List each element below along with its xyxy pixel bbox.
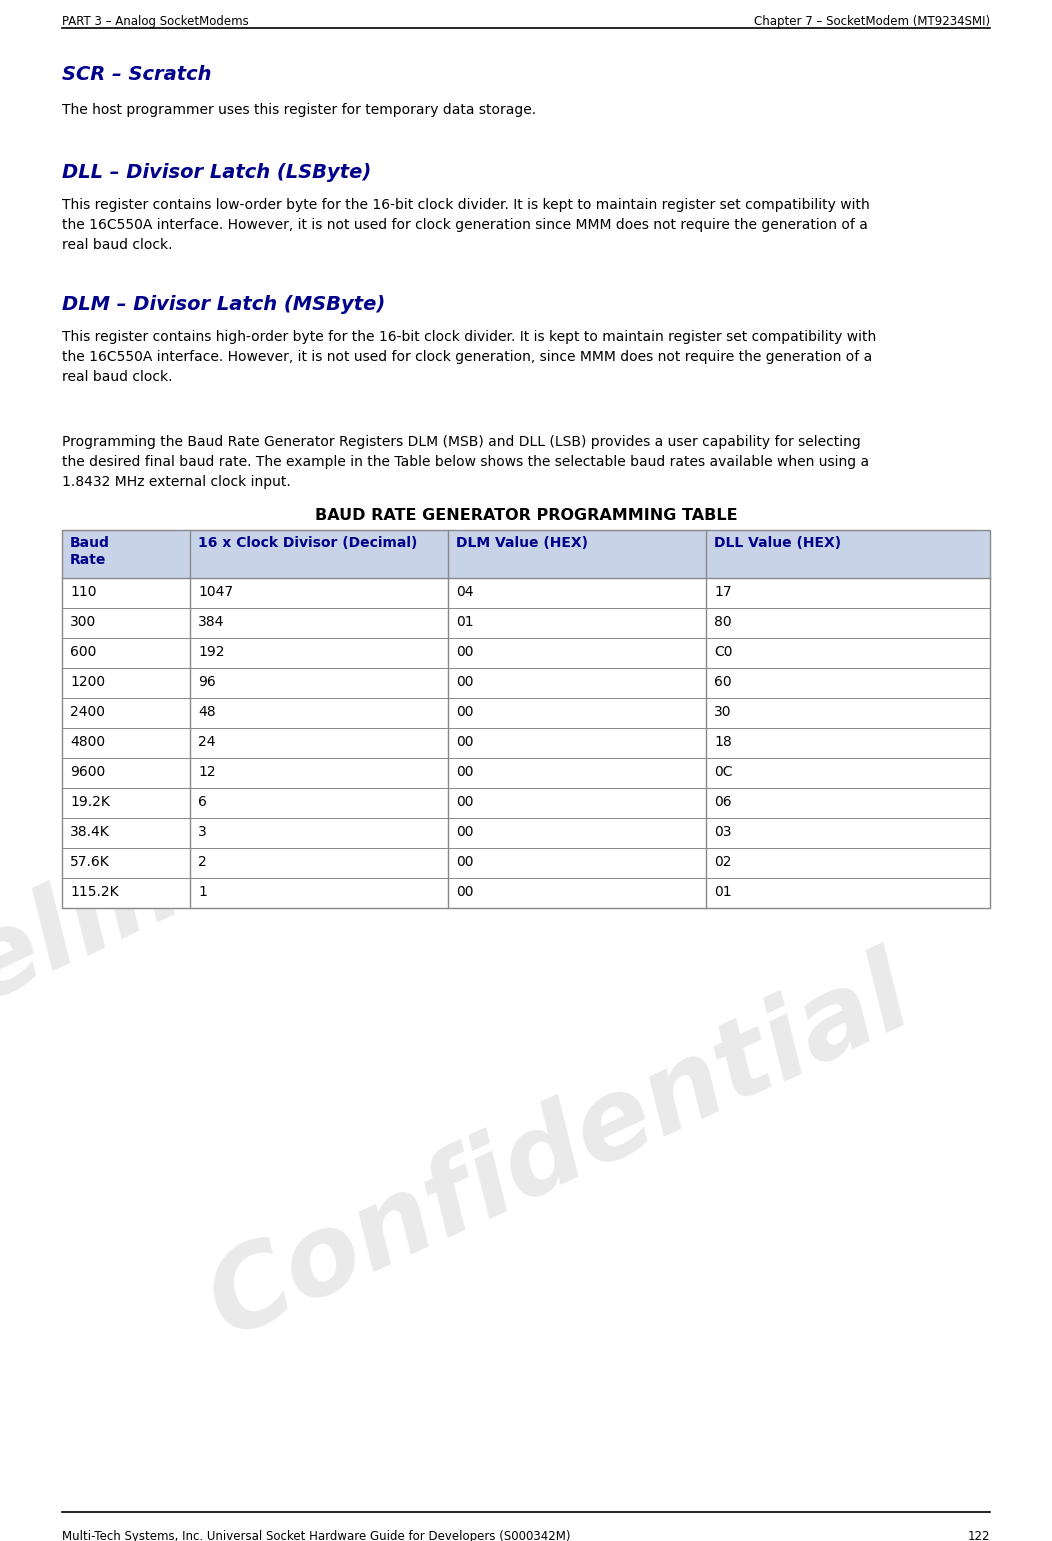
Text: 19.2K: 19.2K	[70, 795, 109, 809]
Text: 00: 00	[457, 764, 473, 780]
Bar	[62, 878, 990, 908]
Text: DLL – Divisor Latch (LSByte): DLL – Divisor Latch (LSByte)	[62, 163, 371, 182]
Text: 1047: 1047	[198, 586, 234, 599]
Text: 57.6K: 57.6K	[70, 855, 109, 869]
Text: 00: 00	[457, 855, 473, 869]
Text: 00: 00	[457, 646, 473, 660]
Text: 9600: 9600	[70, 764, 105, 780]
Bar	[62, 787, 990, 818]
Text: 16 x Clock Divisor (Decimal): 16 x Clock Divisor (Decimal)	[198, 536, 418, 550]
Text: 38.4K: 38.4K	[70, 824, 109, 838]
Text: Preliminary: Preliminary	[0, 680, 524, 1082]
Text: This register contains high-order byte for the 16-bit clock divider. It is kept : This register contains high-order byte f…	[62, 330, 876, 384]
Text: Programming the Baud Rate Generator Registers DLM (MSB) and DLL (LSB) provides a: Programming the Baud Rate Generator Regi…	[62, 435, 869, 488]
Text: The host programmer uses this register for temporary data storage.: The host programmer uses this register f…	[62, 103, 537, 117]
Text: 4800: 4800	[70, 735, 105, 749]
Text: 04: 04	[457, 586, 473, 599]
Bar	[62, 758, 990, 787]
Text: 1200: 1200	[70, 675, 105, 689]
Text: DLM – Divisor Latch (MSByte): DLM – Divisor Latch (MSByte)	[62, 294, 385, 314]
Text: 17: 17	[714, 586, 731, 599]
Bar	[62, 638, 990, 667]
Text: Multi-Tech Systems, Inc. Universal Socket Hardware Guide for Developers (S000342: Multi-Tech Systems, Inc. Universal Socke…	[62, 1530, 570, 1541]
Text: 0C: 0C	[714, 764, 732, 780]
Bar	[62, 818, 990, 848]
Bar	[62, 578, 990, 609]
Bar	[62, 530, 990, 578]
Bar	[62, 530, 990, 908]
Text: DLM Value (HEX): DLM Value (HEX)	[457, 536, 588, 550]
Text: DLL Value (HEX): DLL Value (HEX)	[714, 536, 842, 550]
Text: 48: 48	[198, 704, 216, 720]
Text: 384: 384	[198, 615, 224, 629]
Text: 00: 00	[457, 824, 473, 838]
Bar	[62, 667, 990, 698]
Text: SCR – Scratch: SCR – Scratch	[62, 65, 211, 85]
Text: C0: C0	[714, 646, 732, 660]
Text: 24: 24	[198, 735, 216, 749]
Text: 02: 02	[714, 855, 731, 869]
Text: 110: 110	[70, 586, 97, 599]
Text: 3: 3	[198, 824, 207, 838]
Text: 00: 00	[457, 675, 473, 689]
Text: 300: 300	[70, 615, 96, 629]
Text: 600: 600	[70, 646, 97, 660]
Bar	[62, 848, 990, 878]
Bar	[62, 698, 990, 727]
Text: 01: 01	[457, 615, 473, 629]
Text: 30: 30	[714, 704, 731, 720]
Text: 1: 1	[198, 885, 207, 898]
Text: Baud
Rate: Baud Rate	[70, 536, 109, 567]
Text: 2: 2	[198, 855, 207, 869]
Text: 00: 00	[457, 735, 473, 749]
Text: 96: 96	[198, 675, 216, 689]
Text: 00: 00	[457, 795, 473, 809]
Text: Chapter 7 – SocketModem (MT9234SMI): Chapter 7 – SocketModem (MT9234SMI)	[754, 15, 990, 28]
Text: 18: 18	[714, 735, 732, 749]
Text: 80: 80	[714, 615, 731, 629]
Text: This register contains low-order byte for the 16-bit clock divider. It is kept t: This register contains low-order byte fo…	[62, 197, 870, 253]
Text: 00: 00	[457, 704, 473, 720]
Text: 192: 192	[198, 646, 224, 660]
Text: 6: 6	[198, 795, 207, 809]
Bar	[62, 727, 990, 758]
Text: 115.2K: 115.2K	[70, 885, 119, 898]
Text: 12: 12	[198, 764, 216, 780]
Text: 06: 06	[714, 795, 731, 809]
Text: 2400: 2400	[70, 704, 105, 720]
Text: BAUD RATE GENERATOR PROGRAMMING TABLE: BAUD RATE GENERATOR PROGRAMMING TABLE	[315, 509, 737, 522]
Bar	[62, 609, 990, 638]
Text: PART 3 – Analog SocketModems: PART 3 – Analog SocketModems	[62, 15, 248, 28]
Text: 00: 00	[457, 885, 473, 898]
Text: Confidential: Confidential	[193, 940, 928, 1359]
Text: 01: 01	[714, 885, 731, 898]
Text: 03: 03	[714, 824, 731, 838]
Text: 122: 122	[968, 1530, 990, 1541]
Text: 60: 60	[714, 675, 731, 689]
